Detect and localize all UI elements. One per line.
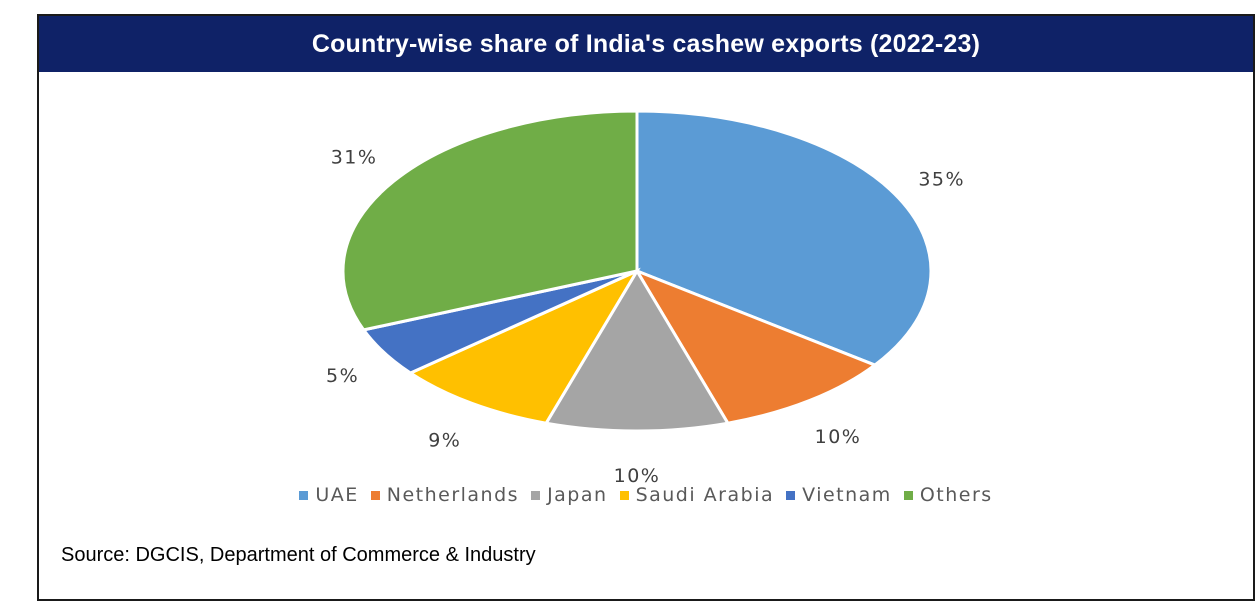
legend-swatch bbox=[620, 491, 629, 500]
data-label-vietnam: 5% bbox=[326, 365, 359, 387]
legend-swatch bbox=[786, 491, 795, 500]
legend-label: Netherlands bbox=[387, 484, 519, 506]
legend-item-others: Others bbox=[904, 484, 993, 506]
legend-label: Vietnam bbox=[802, 484, 892, 506]
legend-swatch bbox=[371, 491, 380, 500]
legend-item-japan: Japan bbox=[531, 484, 608, 506]
legend-item-vietnam: Vietnam bbox=[786, 484, 892, 506]
chart-legend: UAE Netherlands Japan Saudi Arabia Vietnam Ot… bbox=[39, 484, 1253, 506]
chart-frame: Country-wise share of India's cashew exp… bbox=[37, 14, 1255, 601]
pie-chart: 35%10%10%9%5%31% bbox=[39, 16, 1253, 599]
legend-item-uae: UAE bbox=[299, 484, 358, 506]
data-label-netherlands: 10% bbox=[815, 426, 862, 448]
legend-swatch bbox=[904, 491, 913, 500]
legend-label: Others bbox=[920, 484, 993, 506]
data-label-saudi-arabia: 9% bbox=[428, 430, 461, 452]
legend-swatch bbox=[531, 491, 540, 500]
data-label-uae: 35% bbox=[918, 168, 965, 190]
legend-label: UAE bbox=[315, 484, 358, 506]
data-label-others: 31% bbox=[331, 146, 378, 168]
legend-item-saudi-arabia: Saudi Arabia bbox=[620, 484, 775, 506]
legend-label: Japan bbox=[547, 484, 608, 506]
source-note: Source: DGCIS, Department of Commerce & … bbox=[61, 544, 536, 567]
legend-label: Saudi Arabia bbox=[636, 484, 775, 506]
legend-item-netherlands: Netherlands bbox=[371, 484, 519, 506]
caption-strip bbox=[0, 0, 1258, 14]
legend-swatch bbox=[299, 491, 308, 500]
